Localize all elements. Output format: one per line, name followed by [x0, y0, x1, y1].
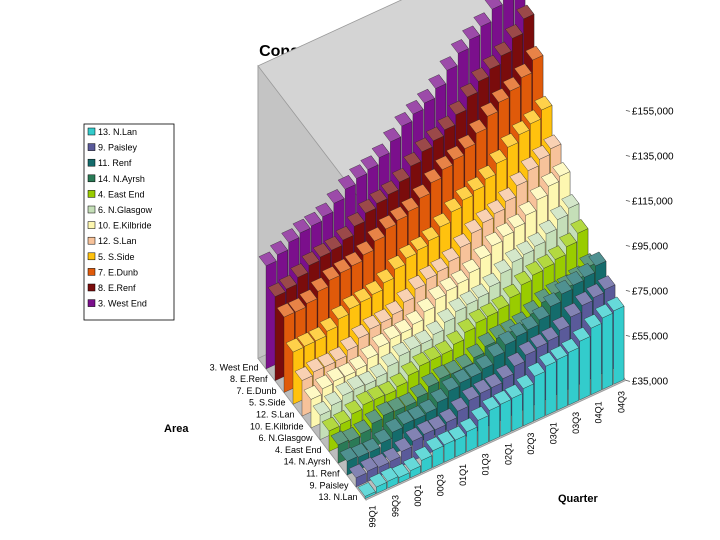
bar [595, 303, 613, 390]
z-tick-label: £95,000 [632, 241, 669, 252]
legend-swatch [87, 143, 96, 151]
x-axis-label: Quarter [558, 493, 598, 505]
legend-entry: 11. Renf [98, 158, 132, 168]
bar [448, 425, 467, 458]
legend-swatch [87, 236, 96, 245]
legend-entry: 4. East End [98, 189, 145, 199]
quarter-axis: 99Q1 99Q3 00Q1 00Q3 01Q1 01Q3 02Q1 02Q3 03Q1 03Q3… [368, 391, 627, 527]
bar [561, 337, 580, 406]
legend-entry: 9. Paisley [98, 143, 138, 153]
quarter-tick-label: 03Q3 [571, 412, 581, 434]
z-tick-label: £35,000 [632, 376, 669, 387]
legend: 13. N.Lan 9. Paisley 11. Renf 14. N.Ayrsh 4.… [83, 123, 175, 321]
legend-entry: 14. N.Ayrsh [98, 174, 145, 184]
z-tick-label: £135,000 [632, 151, 674, 162]
bar [527, 361, 546, 421]
legend-swatch [87, 190, 96, 198]
bar [348, 463, 367, 488]
legend-entry: 13. N.Lan [98, 127, 137, 137]
legend-swatch [87, 221, 96, 229]
series-13-n-lan [357, 296, 625, 499]
bar [382, 447, 401, 472]
z-axis: £35,000 £55,000 £75,000 £95,000 £115,000 £135… [625, 106, 674, 387]
z-tick-label: £155,000 [632, 106, 674, 117]
bar [583, 313, 602, 395]
quarter-tick-label: 00Q1 [413, 485, 423, 507]
area-tick-label: 6. N.Glasgow [258, 433, 313, 443]
area-tick-label: 3. West End [210, 362, 259, 372]
area-axis: 3. West End 8. E.Renf 7. E.Dunb 5. S.Side 12… [210, 362, 358, 502]
bar [369, 472, 387, 494]
bar [357, 481, 376, 499]
bar [515, 374, 534, 427]
area-tick-label: 13. N.Lan [318, 492, 357, 502]
legend-swatch [87, 283, 96, 292]
legend-entry: 3. West End [98, 299, 147, 309]
area-tick-label: 10. E.Kilbride [250, 421, 304, 431]
y-axis-label: Area [164, 423, 189, 435]
area-tick-label: 8. E.Renf [230, 374, 268, 384]
bar [324, 391, 342, 435]
quarter-tick-label: 04Q1 [594, 401, 604, 423]
bar [606, 296, 625, 385]
quarter-tick-label: 99Q1 [368, 505, 378, 527]
bar [312, 400, 331, 440]
bar [504, 383, 523, 432]
bar [380, 466, 399, 489]
bar [285, 337, 304, 405]
bar [459, 417, 478, 453]
bar [572, 326, 591, 401]
legend-entry: 12. S.Lan [98, 236, 137, 246]
bar [549, 345, 568, 411]
quarter-tick-label: 04Q3 [616, 391, 626, 413]
legend-entry: 10. E.Kilbride [98, 221, 152, 231]
area-tick-label: 12. S.Lan [256, 410, 295, 420]
quarter-tick-label: 02Q3 [526, 433, 536, 455]
bar [436, 430, 455, 463]
legend-entry: 8. E.Renf [98, 283, 136, 293]
legend-swatch [87, 127, 96, 136]
area-tick-label: 4. East End [275, 445, 322, 455]
bar [482, 395, 500, 442]
bar [276, 302, 295, 393]
chart-bars [258, 0, 625, 499]
z-tick-label: £75,000 [632, 286, 669, 297]
legend-swatch [87, 299, 96, 307]
legend-swatch [87, 158, 96, 167]
bar [402, 456, 421, 479]
legend-entry: 5. S.Side [98, 252, 135, 262]
quarter-tick-label: 01Q3 [481, 453, 491, 475]
bar [493, 389, 512, 437]
bar [425, 436, 444, 468]
z-tick-label: £55,000 [632, 331, 669, 342]
legend-entry: 7. E.Dunb [98, 267, 138, 277]
area-tick-label: 7. E.Dunb [236, 386, 276, 396]
bar [470, 405, 489, 447]
area-tick-label: 11. Renf [306, 469, 340, 479]
area-tick-label: 5. S.Side [249, 398, 286, 408]
quarter-tick-label: 01Q1 [458, 464, 468, 486]
legend-swatch [87, 252, 96, 261]
quarter-tick-label: 99Q3 [390, 495, 400, 517]
quarter-tick-label: 02Q1 [503, 443, 513, 465]
z-tick-label: £115,000 [632, 196, 673, 207]
legend-swatch [87, 268, 96, 276]
area-tick-label: 14. N.Ayrsh [284, 457, 331, 467]
bar [414, 445, 433, 473]
area-tick-label: 9. Paisley [309, 480, 349, 490]
quarter-tick-label: 00Q3 [435, 474, 445, 496]
legend-swatch [87, 174, 96, 183]
bar [538, 351, 557, 416]
legend-swatch [87, 205, 96, 214]
quarter-tick-label: 03Q1 [548, 422, 558, 444]
legend-entry: 6. N.Glasgow [98, 205, 153, 215]
legend-box [83, 123, 175, 321]
